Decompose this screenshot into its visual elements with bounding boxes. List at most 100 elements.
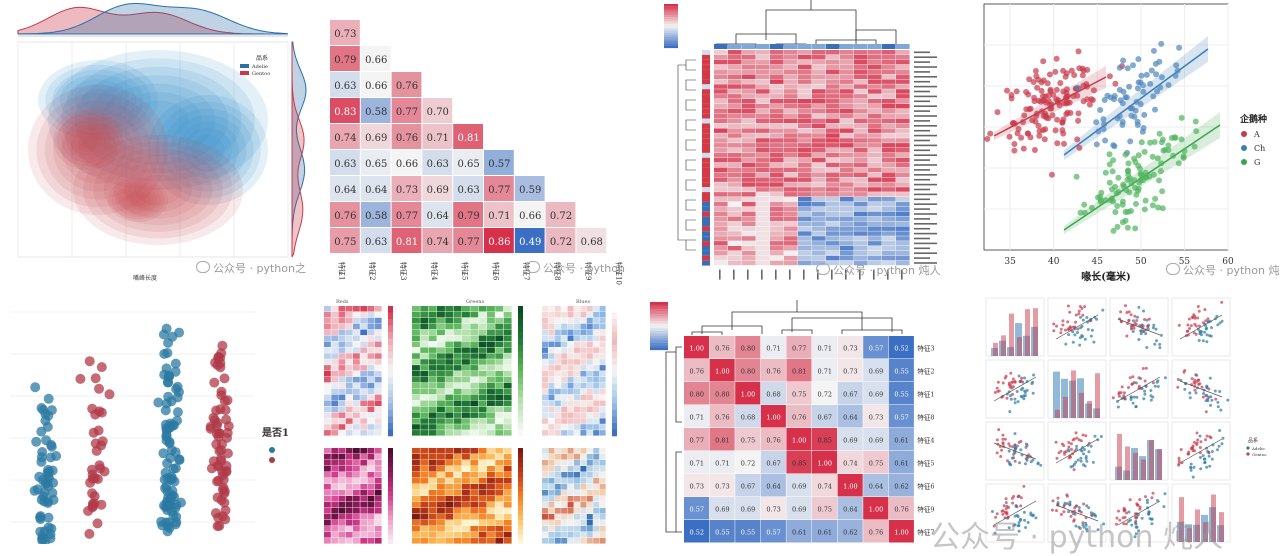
scatter-point	[1121, 516, 1125, 520]
heatmap-cell	[837, 474, 863, 497]
heatmap-cell	[338, 317, 346, 324]
heatmap-cell	[756, 226, 770, 231]
heatmap-cell	[586, 311, 593, 318]
heatmap-cell	[374, 365, 382, 371]
heatmap-cell	[882, 226, 896, 231]
heatmap-cell	[784, 89, 798, 94]
heatmap-cell	[798, 192, 812, 197]
colorbar-segment	[612, 351, 617, 359]
scatter-point	[1085, 316, 1089, 319]
heatmap-cell	[445, 466, 454, 472]
point-green	[1119, 198, 1126, 205]
heatmap-cell	[324, 365, 331, 371]
point-blue	[1130, 62, 1136, 69]
heatmap-cell	[412, 460, 420, 466]
colorbar-segment	[518, 325, 523, 333]
heatmap-cell	[542, 490, 548, 496]
scatter-point	[1188, 391, 1192, 395]
heatmap-cell	[470, 418, 479, 424]
kde-contour-blue	[48, 50, 268, 190]
heatmap-cell	[896, 241, 910, 246]
heatmap-cell	[470, 347, 479, 353]
scatter-point	[1031, 514, 1035, 518]
dendrogram-link	[701, 325, 763, 334]
heatmap-cell	[495, 424, 504, 430]
x-axis-label: 嘴峰长度	[133, 274, 157, 282]
heatmap-cell	[586, 323, 593, 330]
colorbar-segment	[650, 311, 668, 315]
point-blue	[1131, 113, 1138, 120]
heatmap-cell	[338, 376, 346, 383]
heatmap-cell	[728, 246, 742, 251]
point-red	[984, 136, 991, 142]
heatmap-cell	[412, 538, 420, 544]
heatmap-cell	[561, 376, 568, 383]
heatmap-cell	[462, 502, 470, 508]
point-blue	[1111, 93, 1118, 99]
colorbar-segment	[518, 539, 523, 544]
heatmap-cell	[478, 329, 487, 336]
heatmap-cell	[445, 520, 454, 526]
heatmap-cell	[840, 182, 854, 187]
heatmap-cell	[826, 192, 840, 197]
colorbar-segment	[518, 524, 523, 530]
scatter-point	[1218, 390, 1222, 393]
heatmap-cell	[888, 497, 914, 520]
heatmap-cell	[798, 216, 812, 222]
heatmap-cell	[478, 394, 487, 401]
heatmap-cell	[345, 365, 353, 371]
strip-point	[87, 488, 98, 499]
heatmap-cell	[599, 365, 606, 371]
heatmap-cell	[360, 98, 391, 123]
heatmap-cell	[478, 496, 487, 502]
heatmap-cell	[854, 103, 868, 109]
heatmap-cell	[840, 50, 854, 55]
scatter-point	[1189, 468, 1193, 472]
heatmap-cell	[784, 54, 798, 60]
heatmap-cell	[420, 448, 429, 454]
scatter-point	[1134, 405, 1138, 409]
heatmap-cell	[420, 323, 429, 330]
heatmap-cell	[428, 335, 437, 341]
scatter-point	[1059, 331, 1063, 335]
heatmap-cell	[495, 430, 504, 436]
point-red	[1011, 120, 1018, 127]
heatmap-cell	[503, 532, 512, 538]
row-label-mark	[914, 154, 937, 156]
clustermap-chart	[664, 0, 937, 280]
heatmap-cell	[345, 484, 353, 490]
heatmap-cell	[854, 148, 868, 153]
heatmap-cell	[798, 113, 812, 119]
point-green	[1126, 189, 1133, 196]
cell-value: 0.76	[894, 506, 908, 514]
heatmap-cell	[599, 406, 606, 412]
heatmap-cell	[353, 382, 360, 389]
point-red	[1040, 113, 1047, 120]
point-blue	[1119, 119, 1126, 125]
heatmap-cell	[593, 359, 600, 365]
heatmap-cell	[548, 496, 555, 502]
point-red	[1024, 130, 1031, 137]
scatter-point	[1204, 438, 1207, 442]
heatmap-cell	[882, 123, 896, 128]
heatmap-cell	[896, 118, 910, 124]
scatter-point	[1132, 326, 1136, 330]
heatmap-cell	[437, 353, 445, 359]
heatmap-cell	[586, 306, 593, 312]
point-blue	[1176, 44, 1183, 51]
heatmap-cell	[709, 382, 735, 405]
row-color-cell	[702, 59, 710, 65]
heatmap-cell	[580, 382, 587, 389]
heatmap-cell	[503, 347, 512, 353]
heatmap-cell	[567, 466, 574, 472]
heatmap-cell	[554, 317, 561, 324]
heatmap-cell	[574, 359, 580, 365]
cell-value: 0.52	[690, 529, 704, 537]
heatmap-cell	[374, 341, 382, 347]
heatmap-cell	[786, 474, 812, 497]
heatmap-cell	[586, 502, 593, 508]
scatter-point	[1216, 400, 1220, 404]
heatmap-cell	[495, 335, 504, 341]
heatmap-cell	[586, 514, 593, 520]
strip-point	[160, 405, 171, 416]
